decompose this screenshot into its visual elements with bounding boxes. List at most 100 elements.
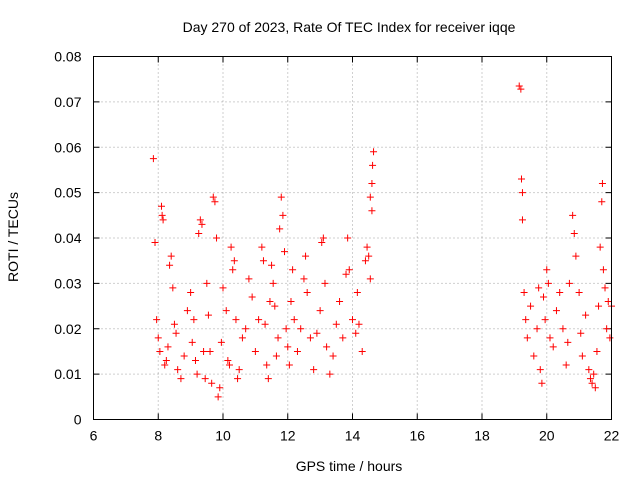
data-point xyxy=(344,234,352,242)
data-point xyxy=(575,288,583,296)
data-point xyxy=(224,357,232,365)
data-point xyxy=(366,275,374,283)
data-point xyxy=(601,284,609,292)
data-point xyxy=(153,316,161,324)
data-point xyxy=(216,384,224,392)
data-point xyxy=(258,243,266,251)
data-point xyxy=(170,320,178,328)
y-tick-label: 0.04 xyxy=(54,230,81,246)
data-point xyxy=(293,347,301,355)
data-point xyxy=(353,288,361,296)
data-point xyxy=(159,216,167,224)
x-tick-label: 16 xyxy=(409,428,425,444)
data-point xyxy=(370,148,378,156)
data-point xyxy=(355,320,363,328)
data-point xyxy=(290,316,298,324)
data-point xyxy=(200,347,208,355)
x-tick-label: 18 xyxy=(474,428,490,444)
data-point xyxy=(151,239,159,247)
data-point xyxy=(556,288,564,296)
data-point xyxy=(234,375,242,383)
data-point xyxy=(154,334,162,342)
data-point xyxy=(345,266,353,274)
data-point xyxy=(193,370,201,378)
data-point xyxy=(230,257,238,265)
data-point xyxy=(540,293,548,301)
data-point xyxy=(276,225,284,233)
data-point xyxy=(544,279,552,287)
data-point xyxy=(578,352,586,360)
data-point xyxy=(213,234,221,242)
data-point xyxy=(535,284,543,292)
y-tick-label: 0.03 xyxy=(54,275,81,291)
data-point xyxy=(527,302,535,310)
tick-labels: 6 8 10 12 14 16 18 20 22 0 0.01 0.02 0.03 0.04 0.05 0.0… xyxy=(54,49,619,444)
data-point xyxy=(279,211,287,219)
data-point xyxy=(208,379,216,387)
x-tick-label: 22 xyxy=(604,428,620,444)
data-point xyxy=(522,316,530,324)
data-point xyxy=(303,288,311,296)
data-point xyxy=(222,307,230,315)
data-point xyxy=(358,347,366,355)
data-point xyxy=(174,366,182,374)
data-point xyxy=(287,298,295,306)
data-point xyxy=(336,298,344,306)
y-tick-label: 0.01 xyxy=(54,366,81,382)
data-point xyxy=(164,343,172,351)
data-point xyxy=(363,243,371,251)
data-point xyxy=(232,316,240,324)
x-axis-label: GPS time / hours xyxy=(296,458,403,474)
data-point xyxy=(277,193,285,201)
data-point xyxy=(169,284,177,292)
data-point xyxy=(577,329,585,337)
data-point xyxy=(300,275,308,283)
data-point xyxy=(530,352,538,360)
data-point xyxy=(319,234,327,242)
y-axis-label: ROTI / TECUs xyxy=(5,192,21,282)
data-point xyxy=(201,375,209,383)
data-point xyxy=(158,211,166,219)
data-point xyxy=(342,270,350,278)
data-point xyxy=(321,279,329,287)
data-point xyxy=(203,279,211,287)
data-point xyxy=(162,357,170,365)
data-point xyxy=(206,347,214,355)
data-point xyxy=(177,375,185,383)
data-point xyxy=(242,325,250,333)
data-point xyxy=(326,370,334,378)
data-point xyxy=(604,298,612,306)
data-point xyxy=(227,243,235,251)
data-point xyxy=(517,85,525,93)
data-point xyxy=(572,252,580,260)
data-point xyxy=(187,288,195,296)
data-point xyxy=(180,352,188,360)
data-point xyxy=(518,216,526,224)
data-point xyxy=(214,393,222,401)
data-point xyxy=(598,198,606,206)
data-point xyxy=(361,257,369,265)
data-point xyxy=(149,155,157,163)
data-point xyxy=(268,261,276,269)
data-point xyxy=(282,325,290,333)
data-point xyxy=(593,347,601,355)
data-point xyxy=(365,252,373,260)
data-point xyxy=(297,325,305,333)
y-tick-label: 0.05 xyxy=(54,185,81,201)
data-point xyxy=(263,361,271,369)
data-point xyxy=(302,252,310,260)
data-point xyxy=(196,216,204,224)
data-point xyxy=(595,302,603,310)
y-tick-label: 0.02 xyxy=(54,321,81,337)
data-point xyxy=(245,275,253,283)
data-point xyxy=(596,243,604,251)
data-point xyxy=(269,279,277,287)
data-point xyxy=(332,320,340,328)
data-point xyxy=(369,161,377,169)
data-point xyxy=(318,239,326,247)
data-point xyxy=(235,366,243,374)
data-point xyxy=(546,334,554,342)
data-point xyxy=(274,334,282,342)
data-point xyxy=(238,334,246,342)
